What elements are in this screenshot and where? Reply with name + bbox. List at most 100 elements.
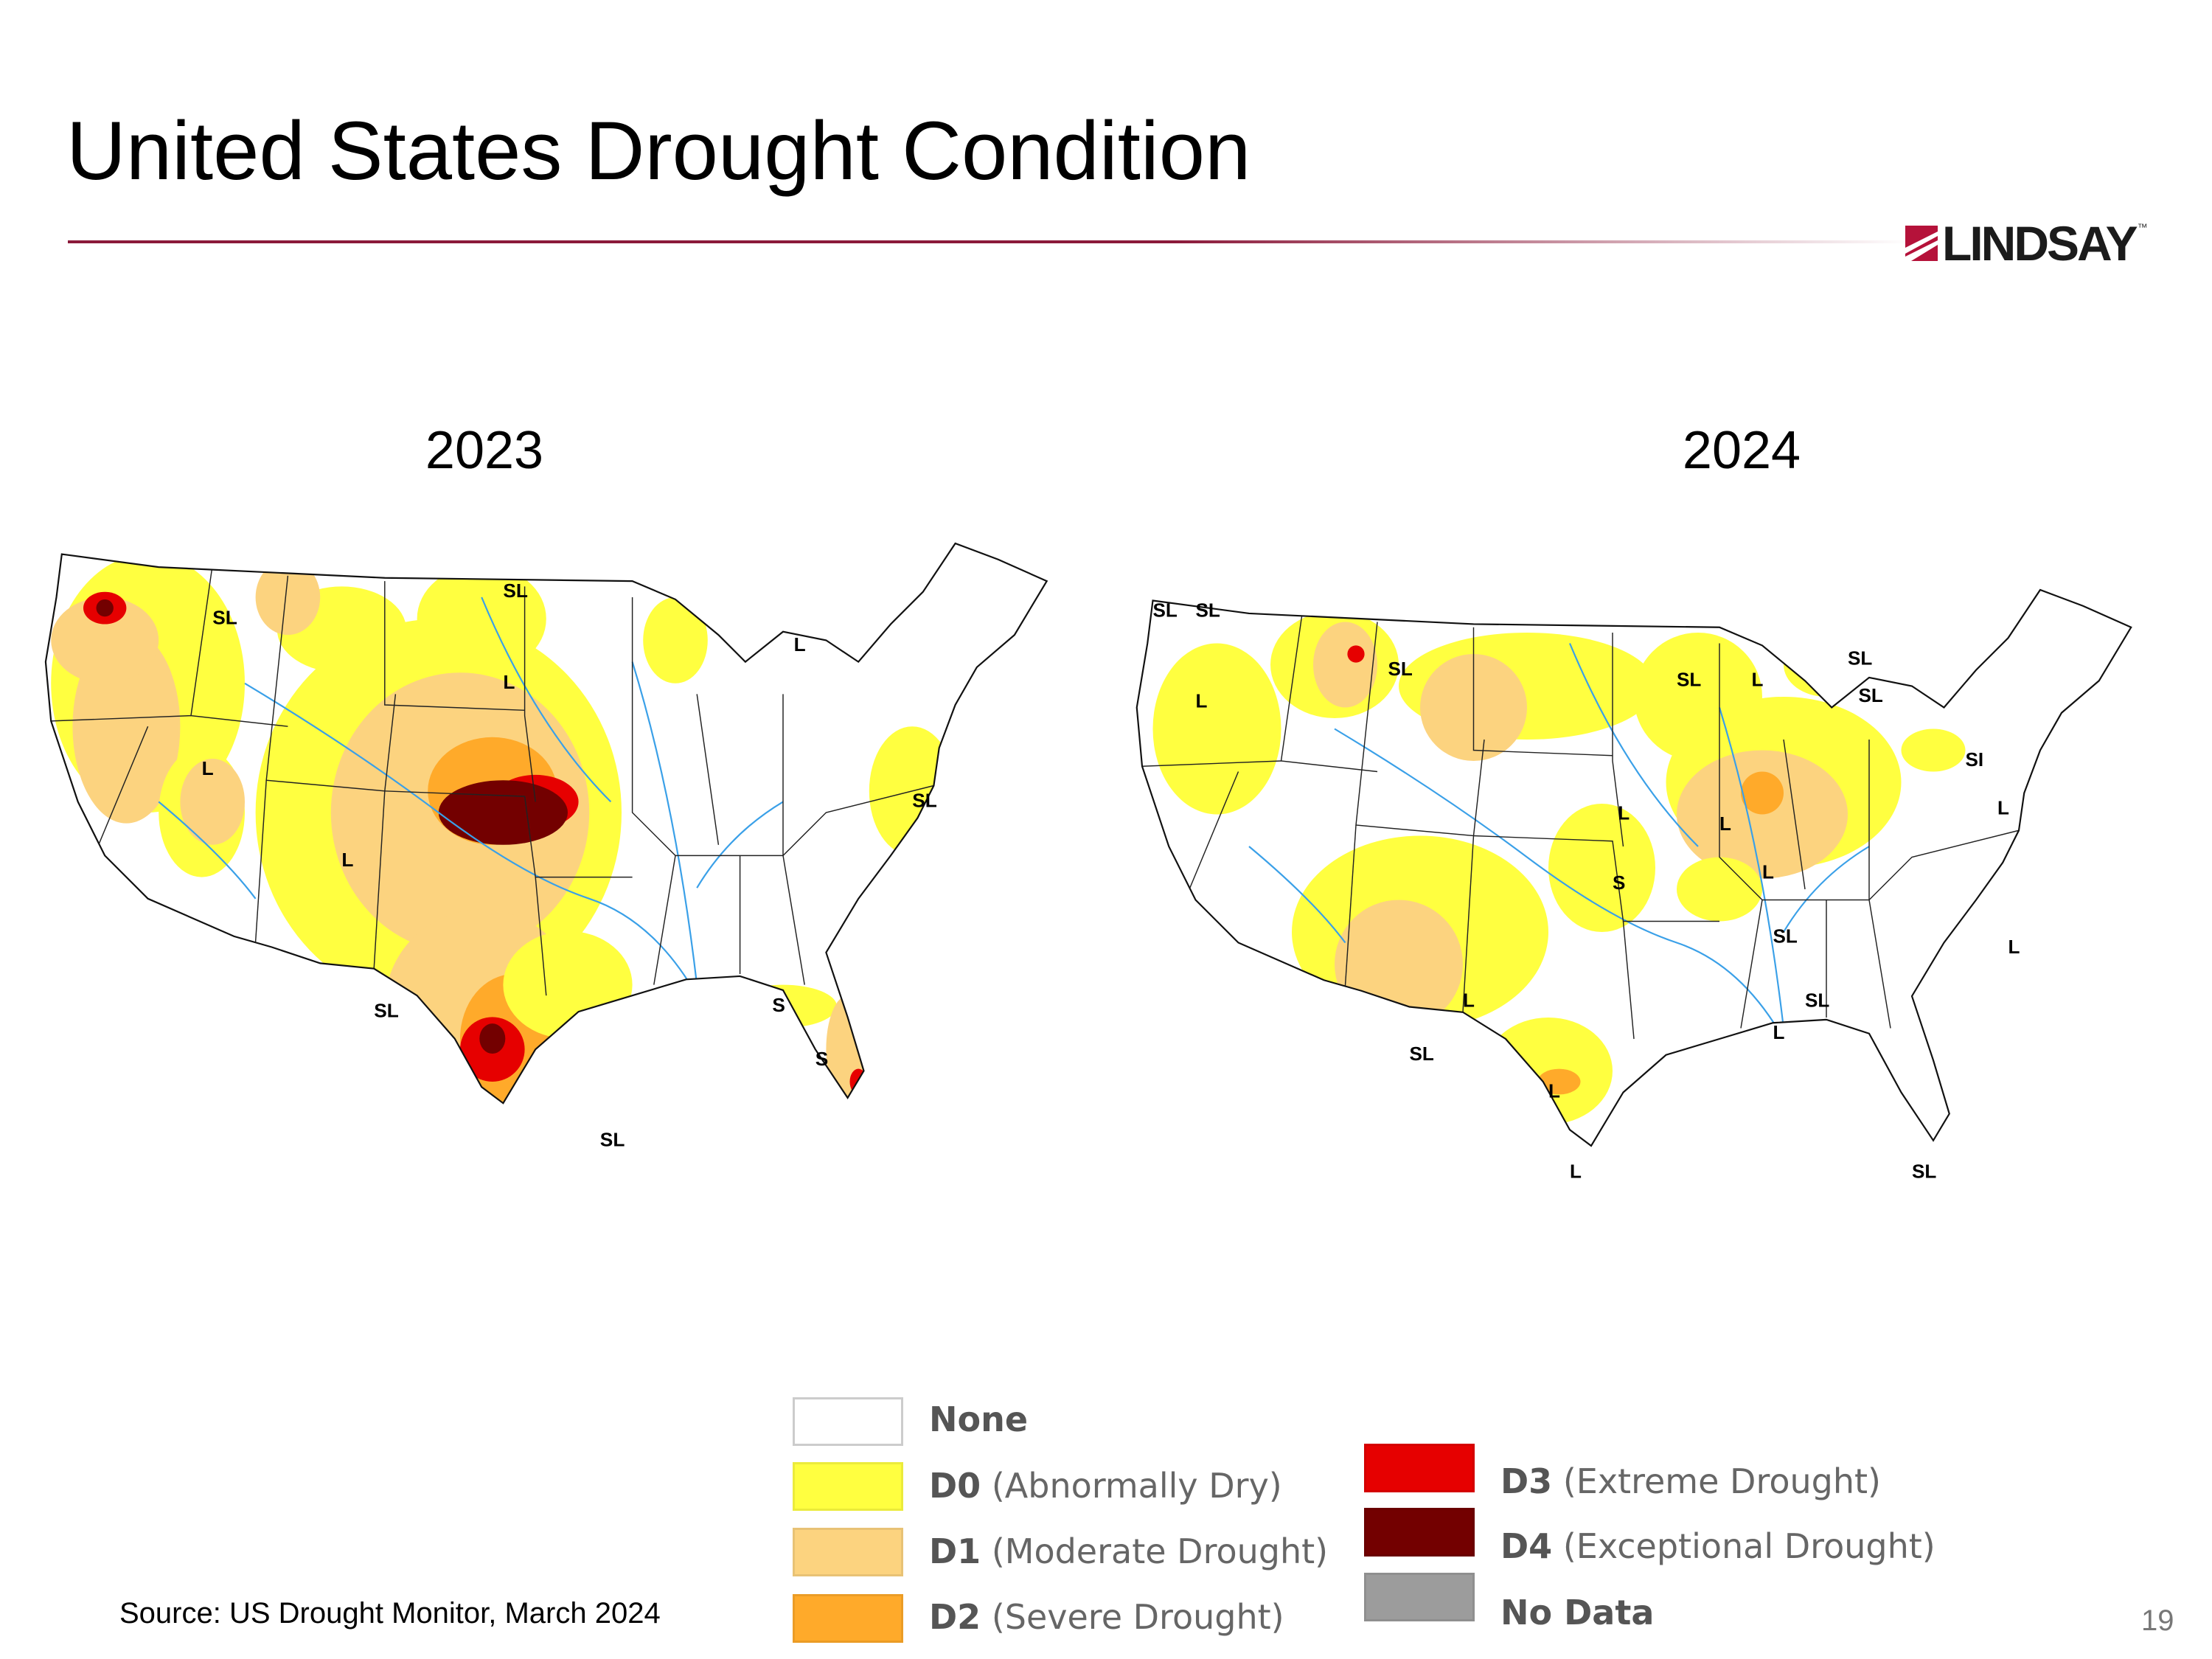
impact-label: L bbox=[341, 849, 353, 871]
state-border bbox=[696, 694, 720, 845]
page-number: 19 bbox=[2141, 1604, 2174, 1637]
drought-area-d1 bbox=[1313, 622, 1377, 708]
drought-area-d1 bbox=[51, 597, 159, 684]
river bbox=[244, 682, 698, 996]
state-border bbox=[254, 780, 267, 942]
river bbox=[1718, 707, 1785, 1029]
state-border bbox=[1141, 760, 1281, 767]
drought-area-d0 bbox=[1677, 857, 1762, 922]
drought-area-d3 bbox=[1420, 1012, 1463, 1045]
impact-label: S bbox=[1613, 872, 1625, 894]
state-border bbox=[190, 565, 288, 727]
state-border bbox=[1473, 835, 1719, 922]
legend-swatch-no-data bbox=[1364, 1573, 1475, 1621]
legend-swatch-d4 bbox=[1364, 1508, 1475, 1557]
impact-label: SL bbox=[600, 1129, 625, 1151]
river bbox=[696, 801, 784, 888]
river bbox=[1248, 846, 1346, 944]
state-border bbox=[1472, 627, 1613, 757]
drought-area-d0 bbox=[1548, 804, 1655, 932]
legend-label-d0: D0 (Abnormally Dry) bbox=[929, 1466, 1282, 1506]
state-border bbox=[524, 586, 536, 802]
drought-area-d1 bbox=[1335, 900, 1463, 1029]
drought-map-2023: SL SL L L L L SL SL S S SL bbox=[44, 542, 1048, 1168]
impact-label: L bbox=[1997, 797, 2009, 819]
drought-area-d0 bbox=[1901, 728, 1966, 772]
state-border bbox=[1462, 835, 1475, 1012]
drought-area-d2 bbox=[1741, 771, 1784, 815]
impact-label: S bbox=[815, 1048, 829, 1070]
state-border bbox=[373, 790, 386, 969]
map-2023-year: 2023 bbox=[425, 421, 544, 480]
impact-label: SL bbox=[1388, 658, 1413, 680]
legend-label-d1: D1 (Moderate Drought) bbox=[929, 1531, 1329, 1571]
drought-area-d3 bbox=[1347, 645, 1365, 663]
map-2024-year: 2024 bbox=[1682, 421, 1801, 480]
drought-area-d2 bbox=[1335, 1006, 1463, 1050]
impact-label: L bbox=[1762, 861, 1774, 883]
impact-label: SL bbox=[1677, 669, 1701, 691]
legend-label-d4: D4 (Exceptional Drought) bbox=[1500, 1526, 1935, 1566]
drought-area-d0 bbox=[1152, 643, 1281, 815]
legend-swatch-d0 bbox=[793, 1462, 903, 1511]
state-border bbox=[265, 575, 397, 792]
impact-label: S bbox=[772, 994, 785, 1016]
source-note: Source: US Drought Monitor, March 2024 bbox=[119, 1597, 661, 1630]
legend-swatch-d3 bbox=[1364, 1444, 1475, 1492]
legend-label-d2: D2 (Severe Drought) bbox=[929, 1597, 1284, 1637]
impact-label: L bbox=[794, 633, 806, 655]
impact-label: L bbox=[202, 757, 214, 779]
legend-swatch-d1 bbox=[793, 1528, 903, 1576]
drought-area-d3 bbox=[514, 1103, 557, 1168]
logo-mark-icon bbox=[1905, 226, 1938, 261]
drought-area-d2 bbox=[1537, 1068, 1581, 1095]
legend-label-d3: D3 (Extreme Drought) bbox=[1500, 1461, 1881, 1501]
state-border bbox=[93, 726, 149, 856]
state-border bbox=[631, 597, 676, 985]
us-outline bbox=[44, 542, 1048, 1105]
impact-label: SL bbox=[1859, 684, 1883, 706]
state-border bbox=[51, 714, 192, 722]
impact-label: SL bbox=[374, 999, 399, 1021]
state-border bbox=[1355, 622, 1485, 837]
us-outline bbox=[1135, 588, 2132, 1147]
drought-area-d4 bbox=[96, 599, 114, 617]
drought-area-d1 bbox=[255, 559, 321, 636]
impact-label: L bbox=[1570, 1161, 1582, 1183]
legend-swatch-none bbox=[793, 1397, 903, 1446]
impact-label: L bbox=[1752, 669, 1764, 691]
impact-label: L bbox=[1196, 690, 1208, 712]
state-border bbox=[535, 877, 547, 996]
river bbox=[1334, 728, 1784, 1040]
slide-title: United States Drought Condition bbox=[66, 105, 1251, 197]
impact-label: L bbox=[1618, 802, 1630, 824]
legend-label-none: None bbox=[929, 1399, 1029, 1439]
impact-label: SL bbox=[1912, 1161, 1936, 1183]
river bbox=[1568, 643, 1699, 847]
lindsay-logo: LINDSAY ™ bbox=[1905, 216, 2148, 271]
impact-label: L bbox=[1719, 813, 1731, 835]
impact-label: SL bbox=[503, 580, 528, 602]
river bbox=[158, 801, 257, 900]
impact-label: SL bbox=[1773, 925, 1798, 947]
impact-label: SL bbox=[1410, 1043, 1434, 1065]
state-border bbox=[1612, 633, 1624, 847]
drought-area-d1 bbox=[1784, 638, 1826, 670]
river bbox=[1783, 846, 1870, 933]
impact-label: L bbox=[503, 671, 515, 693]
state-border bbox=[782, 855, 805, 985]
impact-label: SI bbox=[1966, 748, 1984, 771]
title-divider bbox=[68, 240, 1911, 243]
state-border bbox=[384, 581, 525, 712]
impact-label: L bbox=[1463, 990, 1475, 1012]
impact-label: L bbox=[2008, 936, 2020, 958]
impact-label: SL bbox=[1196, 599, 1220, 621]
river bbox=[631, 661, 698, 985]
logo-text: LINDSAY bbox=[1942, 216, 2138, 271]
drought-area-d4 bbox=[479, 1023, 506, 1054]
drought-area-d4 bbox=[438, 780, 568, 845]
state-border bbox=[1762, 830, 2020, 901]
impact-label: SL bbox=[1153, 599, 1178, 621]
